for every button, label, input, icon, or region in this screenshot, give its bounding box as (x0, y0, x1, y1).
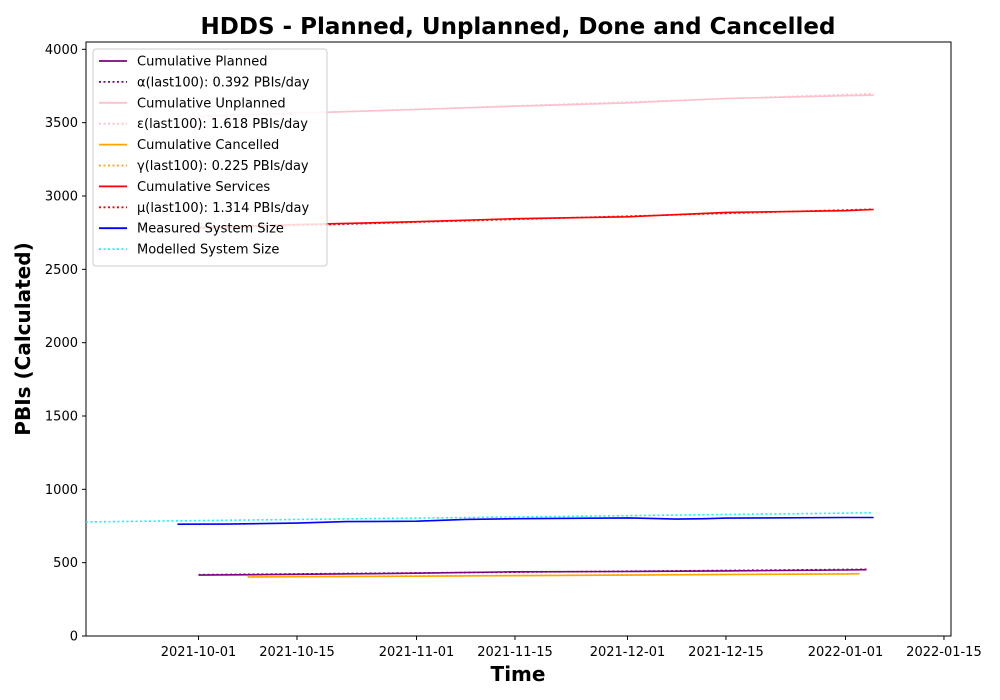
legend: Cumulative Planned α(last100): 0.392 PBIs… (92, 48, 328, 267)
y-axis-label: PBIs (Calculated) (11, 242, 35, 435)
legend-entry: Cumulative Cancelled (137, 138, 279, 153)
y-tick-label: 4000 (45, 43, 78, 58)
x-axis-label: Time (491, 662, 546, 686)
x-tick-label: 2021-11-01 (379, 645, 455, 660)
x-tick-label: 2021-12-15 (688, 645, 764, 660)
x-tick-label: 2021-11-15 (477, 645, 553, 660)
series-line (177, 516, 874, 526)
legend-entry: ε(last100): 1.618 PBIs/day (137, 117, 308, 132)
y-tick-label: 500 (53, 556, 78, 571)
series-line (85, 512, 874, 523)
y-tick-label: 1500 (45, 410, 78, 425)
y-tick-label: 2000 (45, 336, 78, 351)
legend-entry: Cumulative Unplanned (137, 96, 286, 111)
legend-entry: γ(last100): 0.225 PBIs/day (137, 159, 309, 174)
x-axis: 2021-10-01 2021-10-15 2021-11-01 2021-11-15… (161, 636, 982, 660)
y-tick-label: 1000 (45, 483, 78, 498)
y-tick-label: 2500 (45, 263, 78, 278)
legend-entry: Cumulative Services (137, 180, 270, 195)
series-line (198, 568, 867, 576)
x-tick-label: 2022-01-01 (808, 645, 884, 660)
series-line (247, 572, 860, 578)
chart-title: HDDS - Planned, Unplanned, Done and Canc… (201, 14, 836, 40)
plot-area (85, 41, 952, 637)
x-tick-label: 2022-01-15 (906, 645, 982, 660)
legend-entry: Cumulative Planned (137, 55, 267, 70)
x-tick-label: 2021-10-01 (161, 645, 237, 660)
y-axis: 0 500 1000 1500 2000 2500 3000 3500 4000 (45, 43, 86, 645)
y-tick-label: 3000 (45, 190, 78, 205)
legend-entry: Modelled System Size (137, 243, 279, 258)
legend-entry: μ(last100): 1.314 PBIs/day (137, 201, 309, 216)
legend-entry: Measured System Size (137, 222, 284, 237)
x-tick-label: 2021-10-15 (259, 645, 335, 660)
legend-box (92, 48, 328, 267)
legend-entry: α(last100): 0.392 PBIs/day (137, 75, 310, 90)
y-tick-label: 0 (70, 630, 78, 645)
x-tick-label: 2021-12-01 (590, 645, 666, 660)
y-tick-label: 3500 (45, 116, 78, 131)
